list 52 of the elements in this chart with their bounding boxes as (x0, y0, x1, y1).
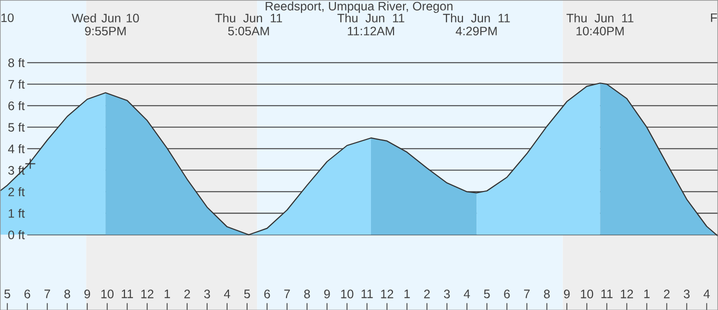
annotation: Wed Jun 10 9:55PM (72, 13, 139, 36)
y-tick-label: 8 ft (8, 58, 25, 67)
x-tick-label: 8 (304, 289, 310, 298)
x-tick-label: 6 (504, 289, 510, 298)
x-tick-label: 4 (464, 289, 470, 298)
annotation: Thu Jun 11 11:12AM (337, 13, 404, 36)
x-tick-label: 4 (704, 289, 710, 298)
annotation: Thu Jun 11 4:29PM (443, 13, 510, 36)
annotation: 10 (1, 13, 14, 22)
x-tick-label: 2 (184, 289, 190, 298)
x-tick-label: 8 (544, 289, 550, 298)
y-tick-label: 4 ft (8, 144, 25, 153)
x-tick-label: 2 (424, 289, 430, 298)
x-tick-label: 11 (362, 289, 373, 298)
x-tick-label: 12 (620, 289, 633, 298)
x-tick-label: 5 (244, 289, 250, 298)
x-tick-label: 10 (341, 289, 354, 298)
x-tick-label: 3 (684, 289, 690, 298)
x-tick-label: 9 (84, 289, 90, 298)
x-tick-label: 10 (101, 289, 114, 298)
y-tick-label: 1 ft (8, 208, 25, 218)
x-tick-label: 2 (664, 289, 670, 298)
x-tick-label: 6 (264, 289, 270, 298)
x-tick-label: 7 (284, 289, 290, 298)
x-tick-label: 1 (644, 289, 650, 298)
x-tick-label: 4 (224, 289, 230, 298)
x-tick-label: 3 (444, 289, 450, 298)
x-tick-label: 9 (324, 289, 330, 298)
y-tick-label: 0 ft (8, 230, 25, 240)
x-tick-label: 3 (204, 289, 210, 298)
x-tick-label: 1 (164, 289, 170, 298)
x-tick-label: 11 (122, 289, 133, 298)
x-tick-label: 7 (524, 289, 530, 298)
x-tick-label: 9 (564, 289, 570, 298)
annotation: Thu Jun 11 10:40PM (566, 13, 634, 36)
y-tick-label: 2 ft (8, 187, 25, 196)
y-tick-label: 7 ft (8, 80, 25, 88)
annotation: Thu Jun 11 5:05AM (215, 13, 282, 36)
x-tick-label: 5 (484, 289, 490, 298)
y-tick-label: 5 ft (8, 122, 25, 132)
x-tick-label: 8 (64, 289, 70, 298)
chart-title: Reedsport, Umpqua River, Oregon (266, 1, 452, 13)
x-tick-label: 7 (44, 289, 50, 298)
x-tick-label: 12 (381, 289, 394, 298)
x-tick-label: 6 (24, 289, 30, 298)
x-tick-label: 5 (4, 289, 10, 298)
x-tick-label: 11 (601, 289, 613, 298)
x-tick-label: 12 (141, 289, 154, 298)
x-tick-label: 1 (404, 289, 410, 298)
y-tick-label: 6 ft (8, 100, 25, 110)
x-tick-label: 10 (580, 289, 594, 298)
annotation: F (711, 13, 718, 22)
